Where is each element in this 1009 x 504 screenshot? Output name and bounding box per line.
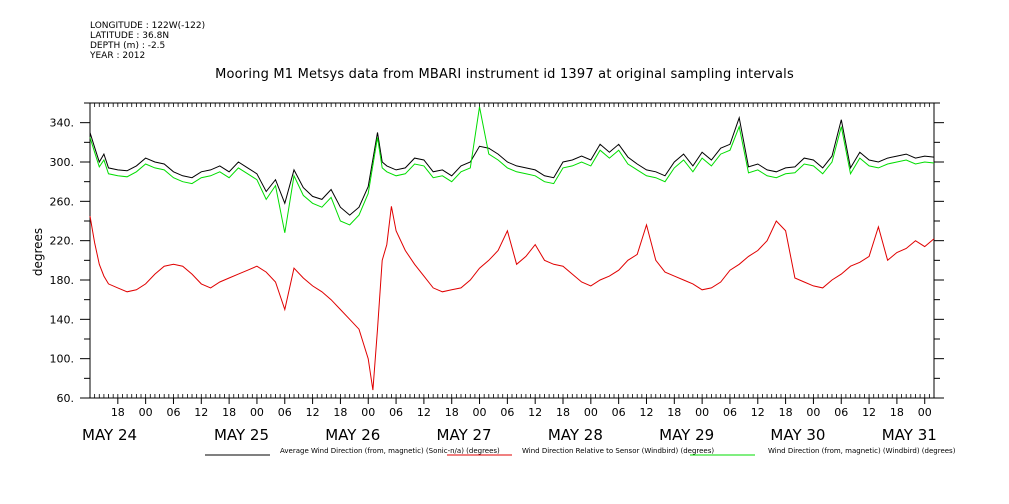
x-tick-label: 12 [862, 406, 876, 419]
legend-label-1: Average Wind Direction (from, magnetic) … [280, 447, 500, 455]
x-tick-label: 00 [695, 406, 709, 419]
x-tick-label: 12 [417, 406, 431, 419]
x-tick-label: 06 [612, 406, 626, 419]
x-tick-label: 12 [528, 406, 542, 419]
metadata-block: LONGITUDE : 122W(-122) LATITUDE : 36.8N … [90, 21, 205, 61]
x-tick-label: 12 [751, 406, 765, 419]
x-tick-label: 12 [194, 406, 208, 419]
x-tick-label: 06 [166, 406, 180, 419]
y-tick-label: 220. [50, 235, 75, 248]
x-tick-label: 00 [918, 406, 932, 419]
x-tick-label: 06 [834, 406, 848, 419]
x-tick-label: 00 [473, 406, 487, 419]
x-tick-label: 18 [667, 406, 681, 419]
x-tick-label: 06 [723, 406, 737, 419]
x-tick-label: 18 [779, 406, 793, 419]
y-tick-label: 260. [50, 195, 75, 208]
day-label: MAY 25 [214, 426, 269, 444]
x-tick-label: 18 [333, 406, 347, 419]
day-label: MAY 28 [548, 426, 603, 444]
year-text: YEAR : 2012 [90, 51, 146, 61]
x-tick-label: 00 [806, 406, 820, 419]
y-tick-label: 140. [50, 313, 75, 326]
y-tick-label: 60. [57, 392, 75, 405]
x-tick-label: 12 [306, 406, 320, 419]
series-line-3 [89, 106, 935, 233]
y-tick-label: 300. [50, 156, 75, 169]
x-tick-label: 00 [361, 406, 375, 419]
longitude-text: LONGITUDE : 122W(-122) [90, 21, 206, 31]
day-label: MAY 29 [659, 426, 714, 444]
day-label: MAY 30 [770, 426, 825, 444]
x-tick-label: 12 [639, 406, 653, 419]
legend-label-2: Wind Direction Relative to Sensor (Windb… [522, 447, 714, 455]
x-tick-label: 00 [250, 406, 264, 419]
x-tick-label: 06 [389, 406, 403, 419]
x-tick-label: 18 [445, 406, 459, 419]
x-tick-label: 00 [139, 406, 153, 419]
series-line-2 [89, 206, 935, 391]
y-tick-label: 340. [50, 117, 75, 130]
x-tick-label: 18 [111, 406, 125, 419]
y-tick-label: 180. [50, 274, 75, 287]
series-line-1 [89, 115, 935, 216]
x-tick-label: 18 [890, 406, 904, 419]
depth-text: DEPTH (m) : -2.5 [90, 41, 166, 51]
x-tick-label: 06 [500, 406, 514, 419]
day-label: MAY 27 [437, 426, 492, 444]
x-tick-label: 18 [556, 406, 570, 419]
plot-frame [89, 102, 935, 399]
y-tick-label: 100. [50, 353, 75, 366]
day-label: MAY 26 [325, 426, 380, 444]
x-tick-label: 18 [222, 406, 236, 419]
legend-label-3: Wind Direction (from, magnetic) (Windbir… [768, 447, 956, 455]
x-tick-label: 00 [584, 406, 598, 419]
day-label: MAY 24 [82, 426, 137, 444]
y-axis-label: degrees [31, 228, 45, 276]
x-tick-label: 06 [278, 406, 292, 419]
latitude-text: LATITUDE : 36.8N [90, 31, 170, 41]
chart-title: Mooring M1 Metsys data from MBARI instru… [215, 67, 794, 82]
day-label: MAY 31 [882, 426, 937, 444]
